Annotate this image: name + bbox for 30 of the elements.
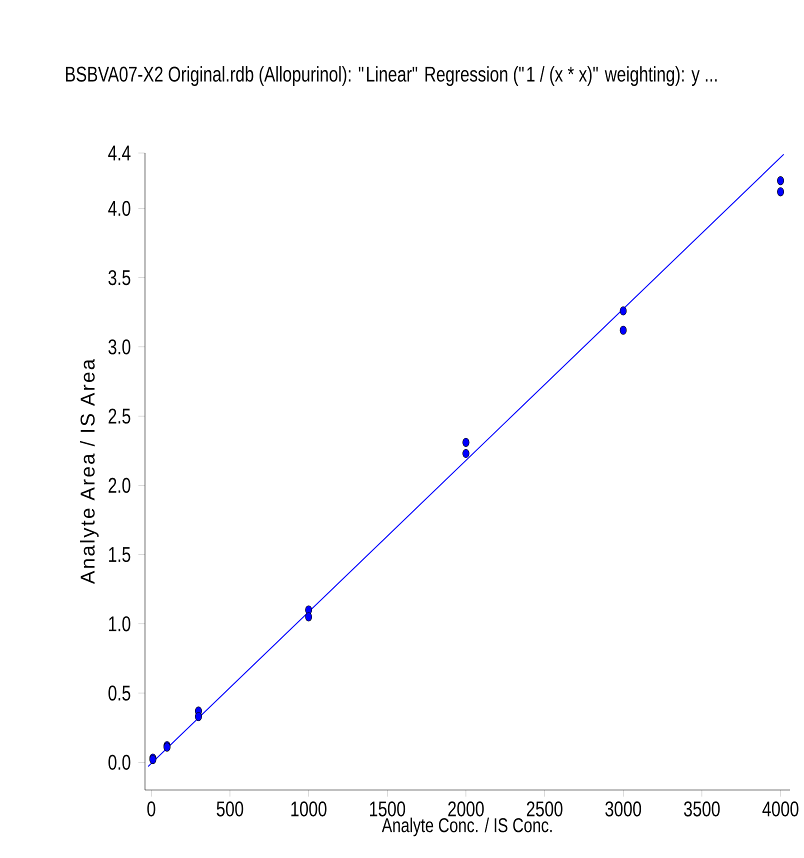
- x-tick-label: 3500: [684, 801, 720, 816]
- y-tick-label: 3.5: [108, 270, 130, 286]
- y-axis-title: Analyte Area / IS Area: [80, 358, 99, 584]
- x-tick-label: 4000: [762, 801, 798, 816]
- chart-title: BSBVA07-X2 Original.rdb (Allopurinol): "Linear" Regression ("1 / (x * x)" weighting): y ...: [66, 66, 717, 86]
- x-tick-label: 2500: [526, 801, 562, 816]
- y-tick-label: 2.0: [108, 478, 130, 493]
- point: [305, 612, 312, 622]
- point: [462, 448, 470, 458]
- x-tick-label: 2000: [448, 801, 484, 816]
- y-tick-label: 0.5: [108, 686, 130, 701]
- point: [620, 326, 627, 335]
- y-tick-label: 0.0: [108, 754, 130, 770]
- x-tick-label: 3000: [605, 801, 642, 816]
- y-tick-label: 1.0: [109, 616, 130, 632]
- y-tick-label: 1.5: [109, 547, 130, 562]
- y-tick-label: 3.0: [108, 339, 130, 354]
- point: [620, 306, 627, 316]
- point: [462, 438, 470, 447]
- point: [195, 712, 202, 722]
- x-tick-label: 1500: [370, 801, 406, 816]
- y-tick-label: 4.0: [108, 200, 130, 216]
- x-tick-label: 1000: [291, 801, 326, 816]
- y-tick-label: 2.5: [108, 408, 130, 424]
- point: [777, 176, 784, 186]
- y-tick-label: 4.4: [108, 146, 130, 160]
- x-tick-label: 500: [216, 801, 244, 816]
- x-tick-label: 0: [147, 801, 156, 816]
- point: [777, 187, 784, 196]
- x-axis-title: Analyte Conc. / IS Conc.: [382, 818, 552, 836]
